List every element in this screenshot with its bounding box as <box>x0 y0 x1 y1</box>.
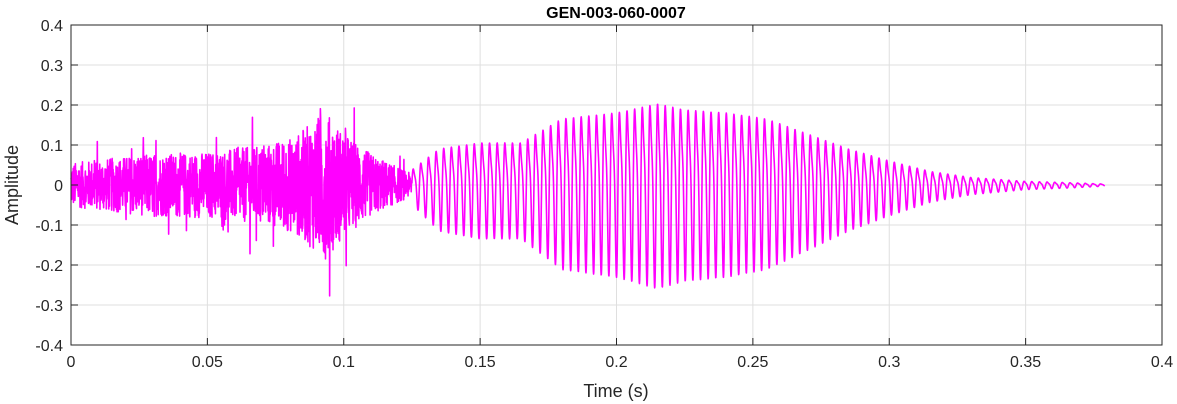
x-axis-label: Time (s) <box>583 381 648 401</box>
y-tick-label: -0.3 <box>35 298 63 315</box>
y-tick-label: 0.3 <box>41 58 63 75</box>
x-tick-label: 0.3 <box>878 354 900 371</box>
y-tick-label: 0.2 <box>41 98 63 115</box>
chart-title: GEN-003-060-0007 <box>546 5 686 22</box>
series-group <box>70 103 1106 297</box>
x-tick-label: 0.05 <box>192 354 223 371</box>
x-tick-label: 0.2 <box>605 354 627 371</box>
y-tick-label: -0.2 <box>35 258 63 275</box>
x-tick-label: 0.1 <box>333 354 355 371</box>
y-tick-label: -0.1 <box>35 218 63 235</box>
x-tick-label: 0.25 <box>737 354 768 371</box>
y-tick-label: 0.1 <box>41 138 63 155</box>
y-tick-labels: -0.4 -0.3 -0.2 -0.1 0 0.1 0.2 0.3 0.4 <box>35 18 63 355</box>
x-tick-label: 0.35 <box>1010 354 1041 371</box>
waveform-series-line <box>70 103 1106 297</box>
x-tick-labels: 0 0.05 0.1 0.15 0.2 0.25 0.3 0.35 0.4 <box>67 354 1174 371</box>
y-axis-label: Amplitude <box>2 145 22 225</box>
tick-marks <box>70 24 1163 346</box>
y-tick-label: -0.4 <box>35 338 63 355</box>
y-tick-label: 0.4 <box>41 18 63 35</box>
x-tick-label: 0.15 <box>465 354 496 371</box>
x-tick-label: 0 <box>67 354 76 371</box>
y-tick-label: 0 <box>54 178 63 195</box>
x-tick-label: 0.4 <box>1151 354 1173 371</box>
